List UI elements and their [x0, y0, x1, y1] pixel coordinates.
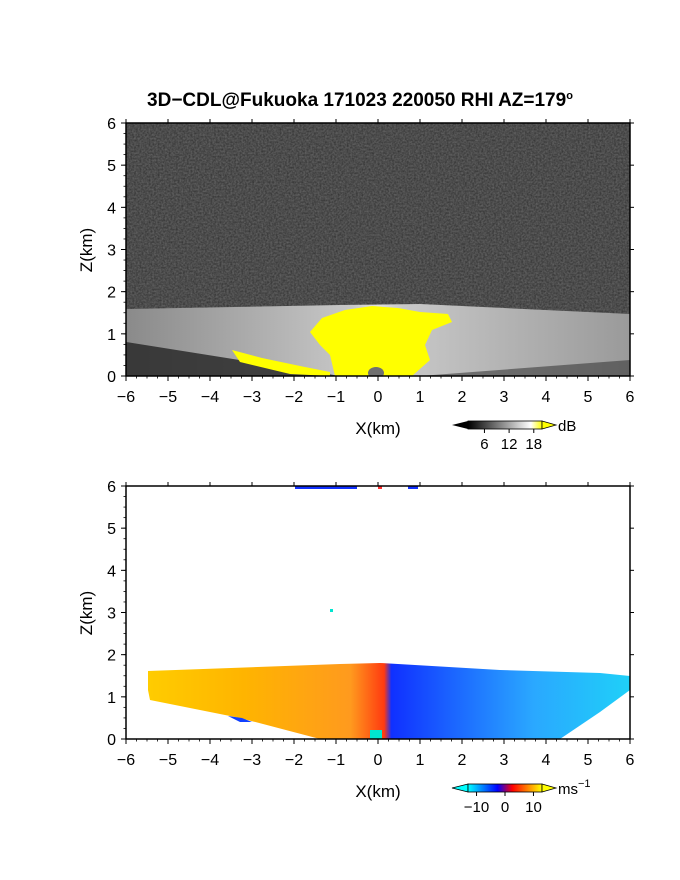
y-tick-label: 0: [107, 369, 116, 386]
velocity-top-pixels-red: [378, 486, 382, 489]
x-tick-label: −6: [117, 752, 135, 769]
velocity-top-pixels-blue: [295, 486, 357, 489]
x-tick-label: −2: [285, 389, 303, 406]
intensity-y-axis-label: Z(km): [77, 228, 96, 272]
y-tick-label: 4: [107, 563, 116, 580]
x-tick-label: 5: [584, 389, 593, 406]
velocity-colorbar-unit: ms−1: [558, 778, 591, 798]
intensity-x-axis-label: X(km): [355, 419, 400, 438]
intensity-saturated-core: [310, 306, 452, 376]
colorbar-tick-label: 6: [480, 436, 488, 453]
intensity-saturated-edge-left: [232, 350, 330, 376]
colorbar-tick-label: 12: [501, 436, 518, 453]
velocity-near-ground-strip: [228, 716, 252, 722]
x-tick-label: 6: [626, 752, 635, 769]
velocity-ragged-edge-left: [126, 700, 310, 739]
intensity-ground-clutter: [368, 367, 384, 376]
intensity-colorbar: dB 6 12 18: [452, 418, 576, 453]
x-tick-label: −4: [201, 389, 219, 406]
x-tick-label: 2: [458, 389, 467, 406]
intensity-y-ticks: 0 1 2 3 4 5 6: [107, 116, 634, 386]
y-tick-label: 6: [107, 116, 116, 133]
x-tick-label: −3: [243, 752, 261, 769]
intensity-x-ticks: −6 −5 −4 −3 −2 −1 0 1 2 3 4 5 6: [117, 119, 635, 406]
x-tick-label: 2: [458, 752, 467, 769]
y-tick-label: 2: [107, 648, 116, 665]
velocity-top-pixels-blue-right: [408, 486, 418, 489]
x-tick-label: −1: [327, 389, 345, 406]
colorbar-tick-label: 0: [501, 799, 509, 816]
x-tick-label: 3: [500, 389, 509, 406]
y-tick-label: 1: [107, 690, 116, 707]
x-tick-label: 4: [542, 752, 551, 769]
x-tick-label: 0: [374, 752, 383, 769]
y-tick-label: 4: [107, 200, 116, 217]
y-tick-label: 6: [107, 479, 116, 496]
x-tick-label: 4: [542, 389, 551, 406]
y-tick-label: 3: [107, 243, 116, 260]
intensity-heatmap: [126, 123, 630, 376]
velocity-near-ground-cyan: [370, 730, 382, 739]
x-tick-label: −3: [243, 389, 261, 406]
x-tick-label: −2: [285, 752, 303, 769]
x-tick-label: −5: [159, 752, 177, 769]
colorbar-tick-label: −10: [464, 799, 489, 816]
colorbar-tick-label: 18: [525, 436, 542, 453]
y-tick-label: 1: [107, 327, 116, 344]
velocity-colorbar-ticks: −10 0 10: [464, 792, 542, 816]
y-tick-label: 5: [107, 158, 116, 175]
y-tick-label: 0: [107, 732, 116, 749]
x-tick-label: −4: [201, 752, 219, 769]
y-tick-label: 2: [107, 285, 116, 302]
x-tick-label: −5: [159, 389, 177, 406]
velocity-x-axis-label: X(km): [355, 782, 400, 801]
y-tick-label: 3: [107, 606, 116, 623]
velocity-colorbar: ms−1 −10 0 10: [451, 778, 591, 816]
colorbar-tick-label: 10: [525, 799, 542, 816]
x-tick-label: 1: [416, 752, 425, 769]
figure-title: 3D−CDL@Fukuoka 171023 220050 RHI AZ=179o: [147, 90, 573, 111]
intensity-colorbar-unit: dB: [558, 418, 576, 435]
x-tick-label: 3: [500, 752, 509, 769]
x-tick-label: −1: [327, 752, 345, 769]
velocity-y-ticks: 0 1 2 3 4 5 6: [107, 479, 634, 749]
velocity-x-ticks: −6 −5 −4 −3 −2 −1 0 1 2 3 4 5 6: [117, 482, 635, 769]
x-tick-label: 6: [626, 389, 635, 406]
intensity-ground-shadow-right: [420, 360, 630, 376]
x-tick-label: 1: [416, 389, 425, 406]
x-tick-label: 0: [374, 389, 383, 406]
x-tick-label: −6: [117, 389, 135, 406]
velocity-ragged-edge-right: [560, 690, 630, 739]
x-tick-label: 5: [584, 752, 593, 769]
velocity-heatmap: [126, 486, 630, 739]
intensity-colorbar-ticks: 6 12 18: [480, 429, 542, 453]
velocity-y-axis-label: Z(km): [77, 591, 96, 635]
y-tick-label: 5: [107, 521, 116, 538]
velocity-echo-region: [148, 663, 630, 739]
velocity-isolated-pixel: [330, 609, 333, 612]
